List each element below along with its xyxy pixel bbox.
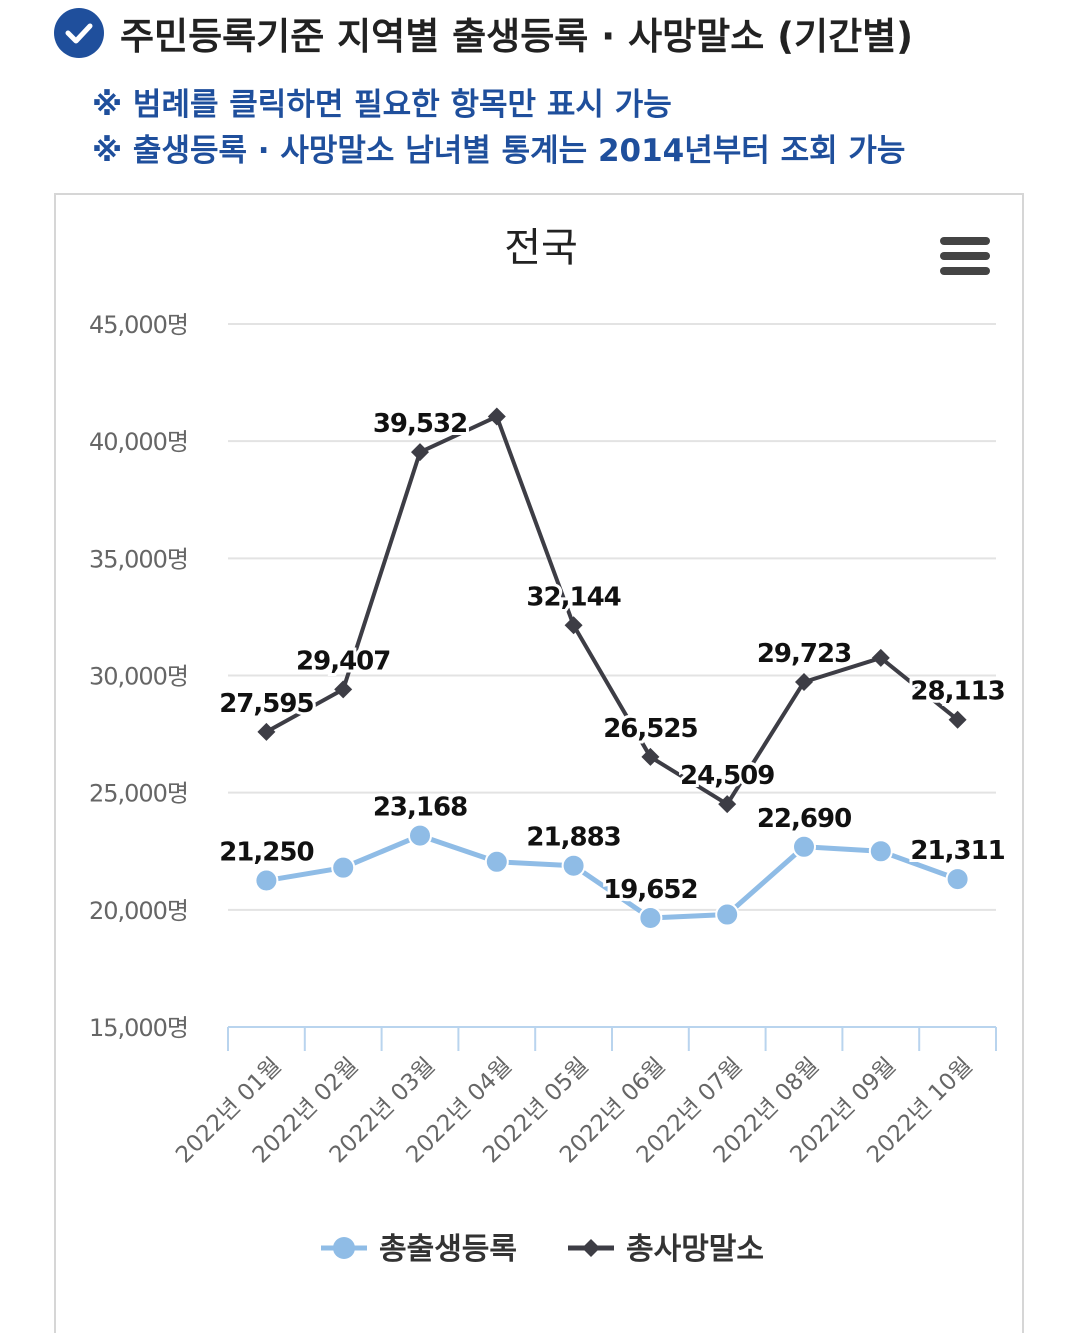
data-point[interactable] xyxy=(868,839,893,864)
data-point[interactable] xyxy=(408,823,432,848)
legend-label[interactable]: 총출생등록 xyxy=(379,1232,517,1267)
data-point[interactable] xyxy=(638,905,663,930)
data-label: 19,652 xyxy=(603,875,697,905)
data-point[interactable] xyxy=(715,902,740,927)
notes: ※ 범례를 클릭하면 필요한 항목만 표시 가능 ※ 출생등록 · 사망말소 남… xyxy=(92,82,905,174)
legend-marker[interactable] xyxy=(582,1239,600,1257)
data-point[interactable] xyxy=(718,795,737,814)
data-point[interactable] xyxy=(641,747,660,766)
legend-label[interactable]: 총사망말소 xyxy=(626,1232,764,1267)
data-point[interactable] xyxy=(945,867,970,892)
data-label: 21,883 xyxy=(526,823,620,853)
data-point[interactable] xyxy=(411,443,429,462)
y-tick-label: 15,000명 xyxy=(89,1014,188,1042)
y-tick-label: 20,000명 xyxy=(89,897,188,925)
data-point[interactable] xyxy=(561,853,586,878)
note-gender-stats: ※ 출생등록 · 사망말소 남녀별 통계는 2014년부터 조회 가능 xyxy=(92,133,906,169)
data-label: 22,690 xyxy=(757,804,851,834)
data-label: 28,113 xyxy=(910,677,1004,707)
data-point[interactable] xyxy=(331,855,356,880)
data-label: 32,144 xyxy=(526,582,620,612)
series-line xyxy=(265,414,959,807)
y-tick-label: 30,000명 xyxy=(89,663,188,691)
data-label: 21,311 xyxy=(910,836,1004,866)
series-line xyxy=(265,833,959,921)
line-chart: 전국 15,000명 20,000명 25,000명 30,000명 35,000명 40,… xyxy=(89,225,1009,1267)
page-header: 주민등록기준 지역별 출생등록 · 사망말소 (기간별) xyxy=(54,6,913,60)
data-label: 21,250 xyxy=(219,838,313,868)
data-label: 29,723 xyxy=(757,639,851,669)
chart-title: 전국 xyxy=(504,225,578,271)
y-tick-label: 40,000명 xyxy=(89,428,188,456)
y-tick-label: 45,000명 xyxy=(89,311,188,339)
data-label: 27,595 xyxy=(219,689,313,719)
data-point[interactable] xyxy=(795,672,813,691)
page-title: 주민등록기준 지역별 출생등록 · 사망말소 (기간별) xyxy=(120,15,914,58)
data-label: 29,407 xyxy=(296,646,390,676)
data-point[interactable] xyxy=(792,834,816,859)
note-legend-hint: ※ 범례를 클릭하면 필요한 항목만 표시 가능 xyxy=(92,87,672,123)
data-label: 39,532 xyxy=(373,409,467,439)
data-point[interactable] xyxy=(334,680,353,699)
data-point[interactable] xyxy=(871,648,890,667)
data-point[interactable] xyxy=(564,616,583,635)
check-circle-icon xyxy=(54,8,104,58)
data-point[interactable] xyxy=(257,722,276,741)
chart-container: 전국 15,000명 20,000명 25,000명 30,000명 35,000명 40,… xyxy=(54,193,1024,1333)
data-point[interactable] xyxy=(484,849,509,874)
data-point[interactable] xyxy=(254,868,279,893)
y-tick-label: 35,000명 xyxy=(89,545,188,573)
data-label: 24,509 xyxy=(680,761,774,791)
data-label: 26,525 xyxy=(603,714,697,744)
y-tick-label: 25,000명 xyxy=(89,780,188,808)
data-point[interactable] xyxy=(948,710,967,729)
data-point[interactable] xyxy=(487,407,506,426)
chart-menu-icon[interactable] xyxy=(940,237,990,277)
legend-marker[interactable] xyxy=(333,1237,355,1259)
data-label: 23,168 xyxy=(373,793,467,823)
